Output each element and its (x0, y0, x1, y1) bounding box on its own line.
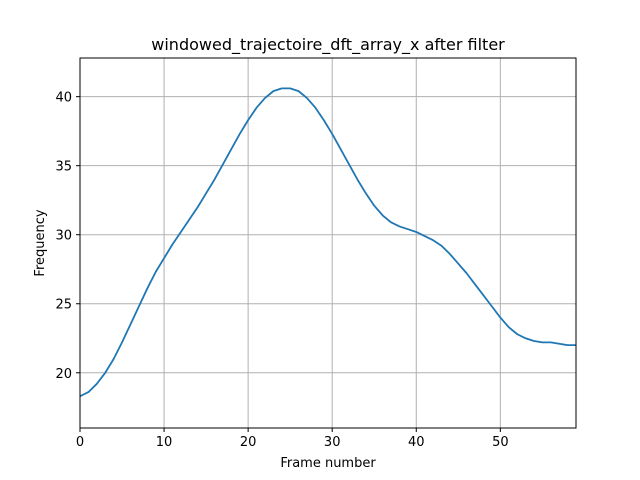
y-tick-label: 20 (55, 367, 72, 382)
y-tick-label: 30 (55, 229, 72, 244)
x-tick-label: 10 (156, 435, 173, 450)
y-axis-ticks: 20 25 30 35 40 (55, 91, 80, 382)
plot-frame (79, 57, 577, 429)
x-tick-label: 20 (240, 435, 257, 450)
y-tick-label: 25 (55, 298, 72, 313)
x-tick-label: 30 (324, 435, 341, 450)
y-tick-label: 35 (55, 160, 72, 175)
x-tick-label: 0 (76, 435, 84, 450)
x-tick-label: 50 (492, 435, 509, 450)
series-line (79, 87, 576, 398)
y-tick-label: 40 (55, 91, 72, 106)
y-axis-label: Frequency (33, 209, 48, 276)
chart-title: windowed_trajectoire_dft_array_x after f… (151, 35, 505, 55)
x-axis-ticks: 0 10 20 30 40 50 (76, 428, 509, 450)
x-axis-label: Frame number (280, 456, 376, 471)
x-tick-label: 40 (408, 435, 425, 450)
series-group (79, 87, 576, 398)
